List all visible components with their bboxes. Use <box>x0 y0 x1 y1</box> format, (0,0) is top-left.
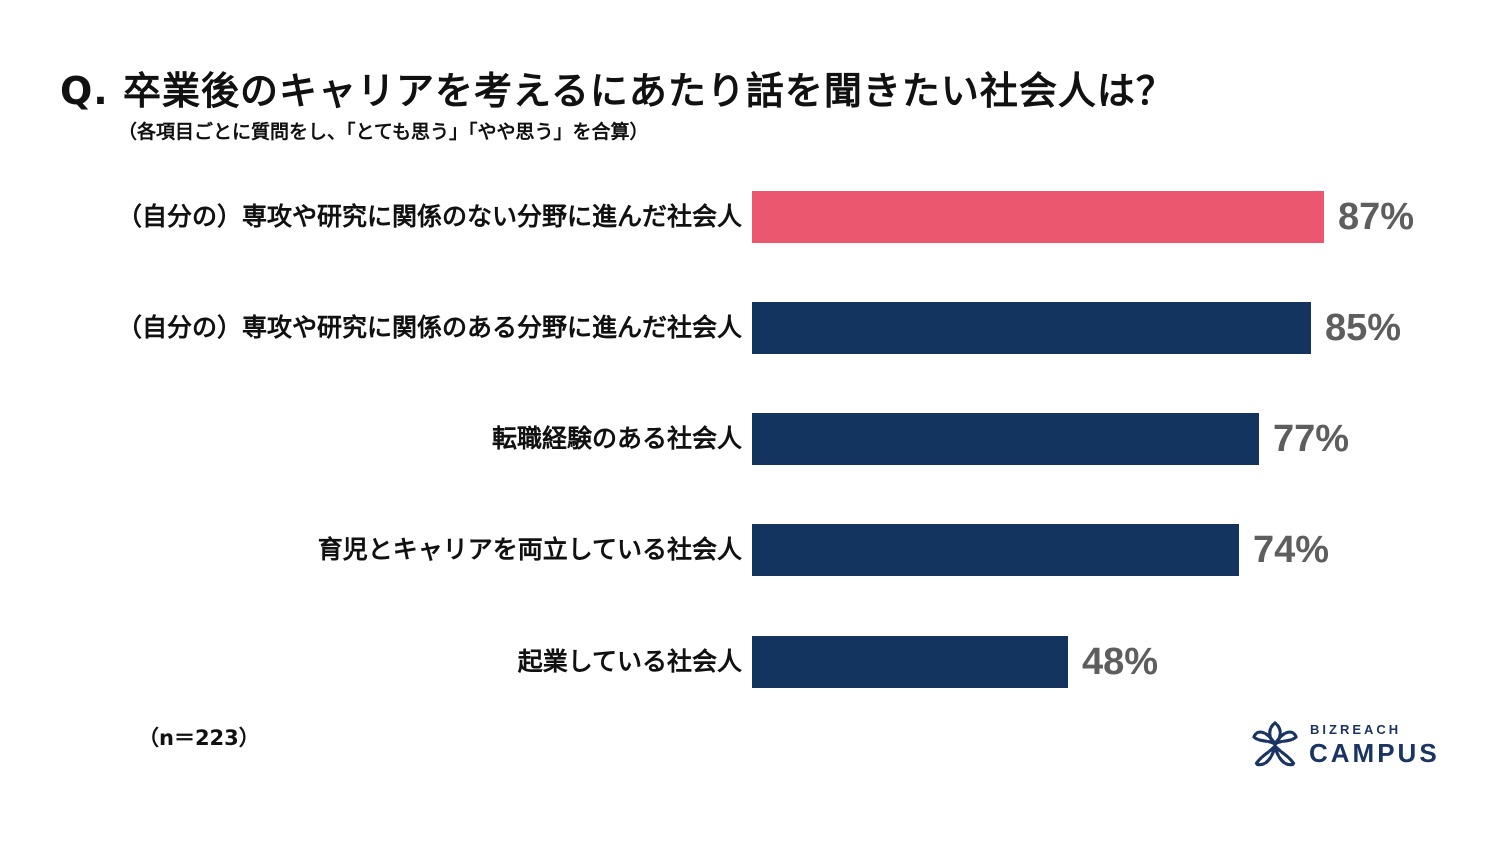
value-label: 74% <box>1253 529 1330 571</box>
bar <box>752 524 1239 576</box>
bar-row: 起業している社会人 48% <box>0 636 1500 688</box>
value-label: 48% <box>1082 641 1159 683</box>
value-label: 85% <box>1325 307 1402 349</box>
bar-highlighted <box>752 191 1324 243</box>
value-label: 77% <box>1273 418 1350 460</box>
category-label: 転職経験のある社会人 <box>491 424 742 453</box>
sample-size-note: （n＝223） <box>138 726 260 750</box>
sakura-flower-icon <box>1252 721 1298 767</box>
category-label: 起業している社会人 <box>517 647 742 676</box>
category-label: 育児とキャリアを両立している社会人 <box>317 535 742 564</box>
logo-text-bizreach: BIZREACH <box>1310 722 1402 737</box>
logo-text-campus: CAMPUS <box>1309 738 1440 768</box>
value-label: 87% <box>1338 196 1415 238</box>
chart-title: Q. 卒業後のキャリアを考えるにあたり話を聞きたい社会人は？ <box>60 69 1175 113</box>
chart-subtitle: （各項目ごとに質問をし、「とても思う」「やや思う」を合算） <box>118 121 649 143</box>
bar-row: （自分の）専攻や研究に関係のある分野に進んだ社会人 85% <box>0 302 1500 354</box>
bar <box>752 413 1259 465</box>
bizreach-campus-logo: BIZREACH CAMPUS <box>1250 718 1450 774</box>
category-label: （自分の）専攻や研究に関係のない分野に進んだ社会人 <box>116 202 742 231</box>
category-label: （自分の）専攻や研究に関係のある分野に進んだ社会人 <box>116 313 742 342</box>
bar-row: 転職経験のある社会人 77% <box>0 413 1500 465</box>
bar-row: （自分の）専攻や研究に関係のない分野に進んだ社会人 87% <box>0 191 1500 243</box>
bar <box>752 636 1068 688</box>
bar-row: 育児とキャリアを両立している社会人 74% <box>0 524 1500 576</box>
bar <box>752 302 1311 354</box>
